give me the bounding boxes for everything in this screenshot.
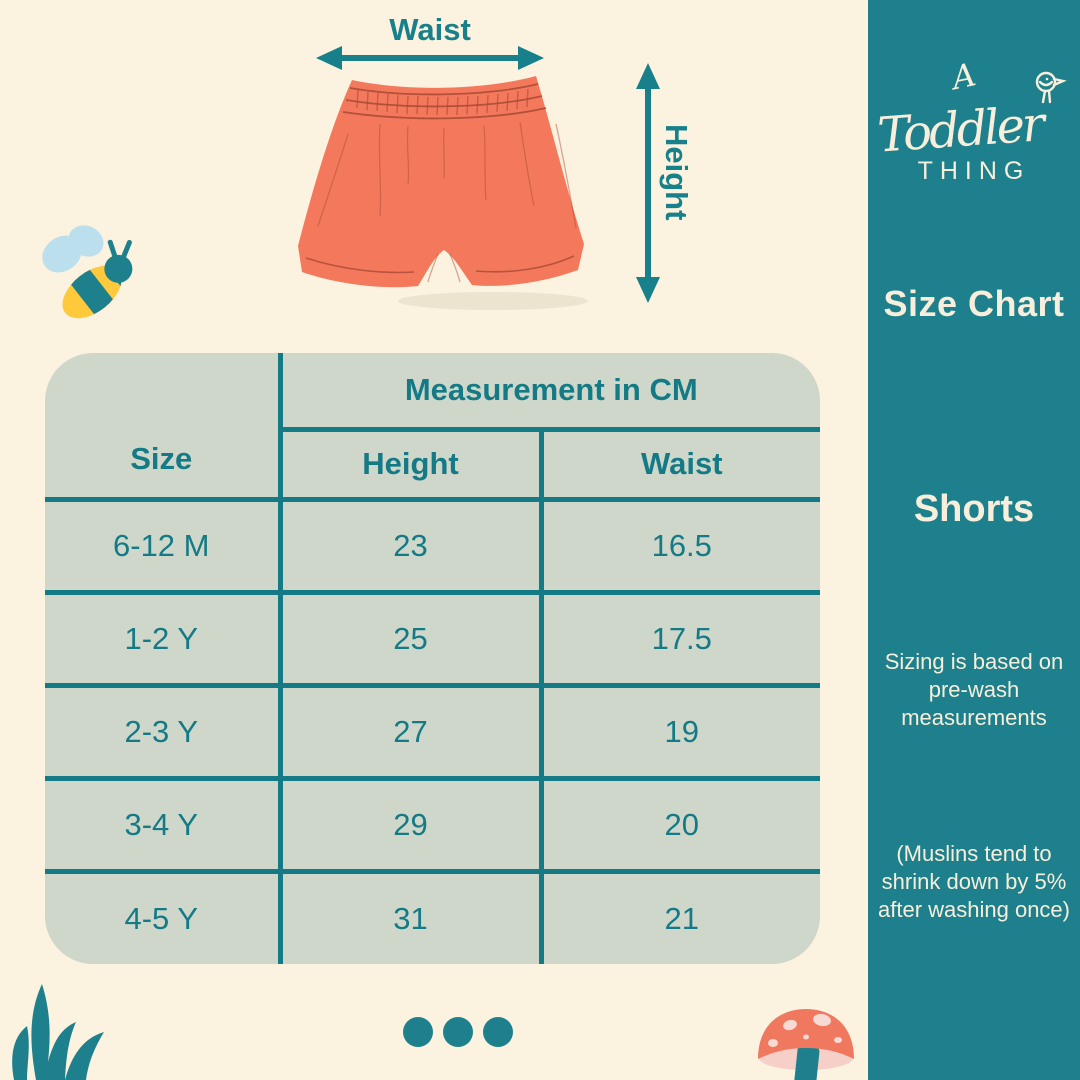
height-cell: 31: [277, 868, 544, 964]
size-chart-heading: Size Chart: [883, 283, 1065, 324]
prewash-note: Sizing is based on pre-wash measurements: [884, 649, 1064, 731]
waist-cell: 20: [538, 775, 820, 874]
brand-logo: A Toddler THING: [876, 55, 1067, 185]
height-arrow-icon: [636, 63, 660, 303]
bee-icon: [42, 225, 133, 329]
height-cell: 27: [277, 682, 544, 781]
size-cell: 6-12 M: [45, 496, 283, 595]
height-cell: 29: [277, 775, 544, 874]
height-cell: 23: [277, 496, 544, 595]
brand-word-a: A: [946, 55, 979, 98]
sidebar: A Toddler THING Size Chart Shorts Sizing…: [868, 0, 1080, 1080]
bird-icon: [1035, 71, 1067, 104]
dot: [403, 1017, 433, 1047]
dot: [483, 1017, 513, 1047]
dot: [443, 1017, 473, 1047]
size-cell: 2-3 Y: [45, 682, 283, 781]
size-table: Size Measurement in CM Height Waist 6-12…: [45, 353, 820, 964]
size-cell: 3-4 Y: [45, 775, 283, 874]
measurement-group-header: Measurement in CM: [277, 353, 820, 432]
waist-cell: 21: [538, 868, 820, 964]
table-row: 4-5 Y 31 21: [45, 868, 820, 964]
shrink-note: (Muslins tend to shrink down by 5% after…: [878, 841, 1070, 923]
height-cell: 25: [277, 589, 544, 688]
mushroom-icon: [758, 1009, 854, 1080]
waist-cell: 17.5: [538, 589, 820, 688]
waist-dimension-label: Waist: [389, 12, 471, 47]
height-dimension-label: Height: [659, 124, 694, 221]
waist-arrow-icon: [316, 46, 544, 70]
height-column-header: Height: [277, 426, 544, 502]
brand-word-toddler: Toddler: [876, 96, 1050, 164]
product-heading: Shorts: [913, 488, 1035, 530]
table-row: 1-2 Y 25 17.5: [45, 589, 820, 688]
size-cell: 1-2 Y: [45, 589, 283, 688]
shorts-illustration: [298, 76, 588, 310]
three-dots-icon: [403, 1017, 513, 1047]
waist-cell: 16.5: [538, 496, 820, 595]
waist-cell: 19: [538, 682, 820, 781]
waist-column-header: Waist: [538, 426, 820, 502]
table-row: 3-4 Y 29 20: [45, 775, 820, 874]
size-column-header: Size: [45, 353, 283, 502]
brand-word-thing: THING: [918, 157, 1031, 185]
table-row: 6-12 M 23 16.5: [45, 496, 820, 595]
grass-icon: [12, 984, 104, 1080]
size-cell: 4-5 Y: [45, 868, 283, 964]
table-row: 2-3 Y 27 19: [45, 682, 820, 781]
